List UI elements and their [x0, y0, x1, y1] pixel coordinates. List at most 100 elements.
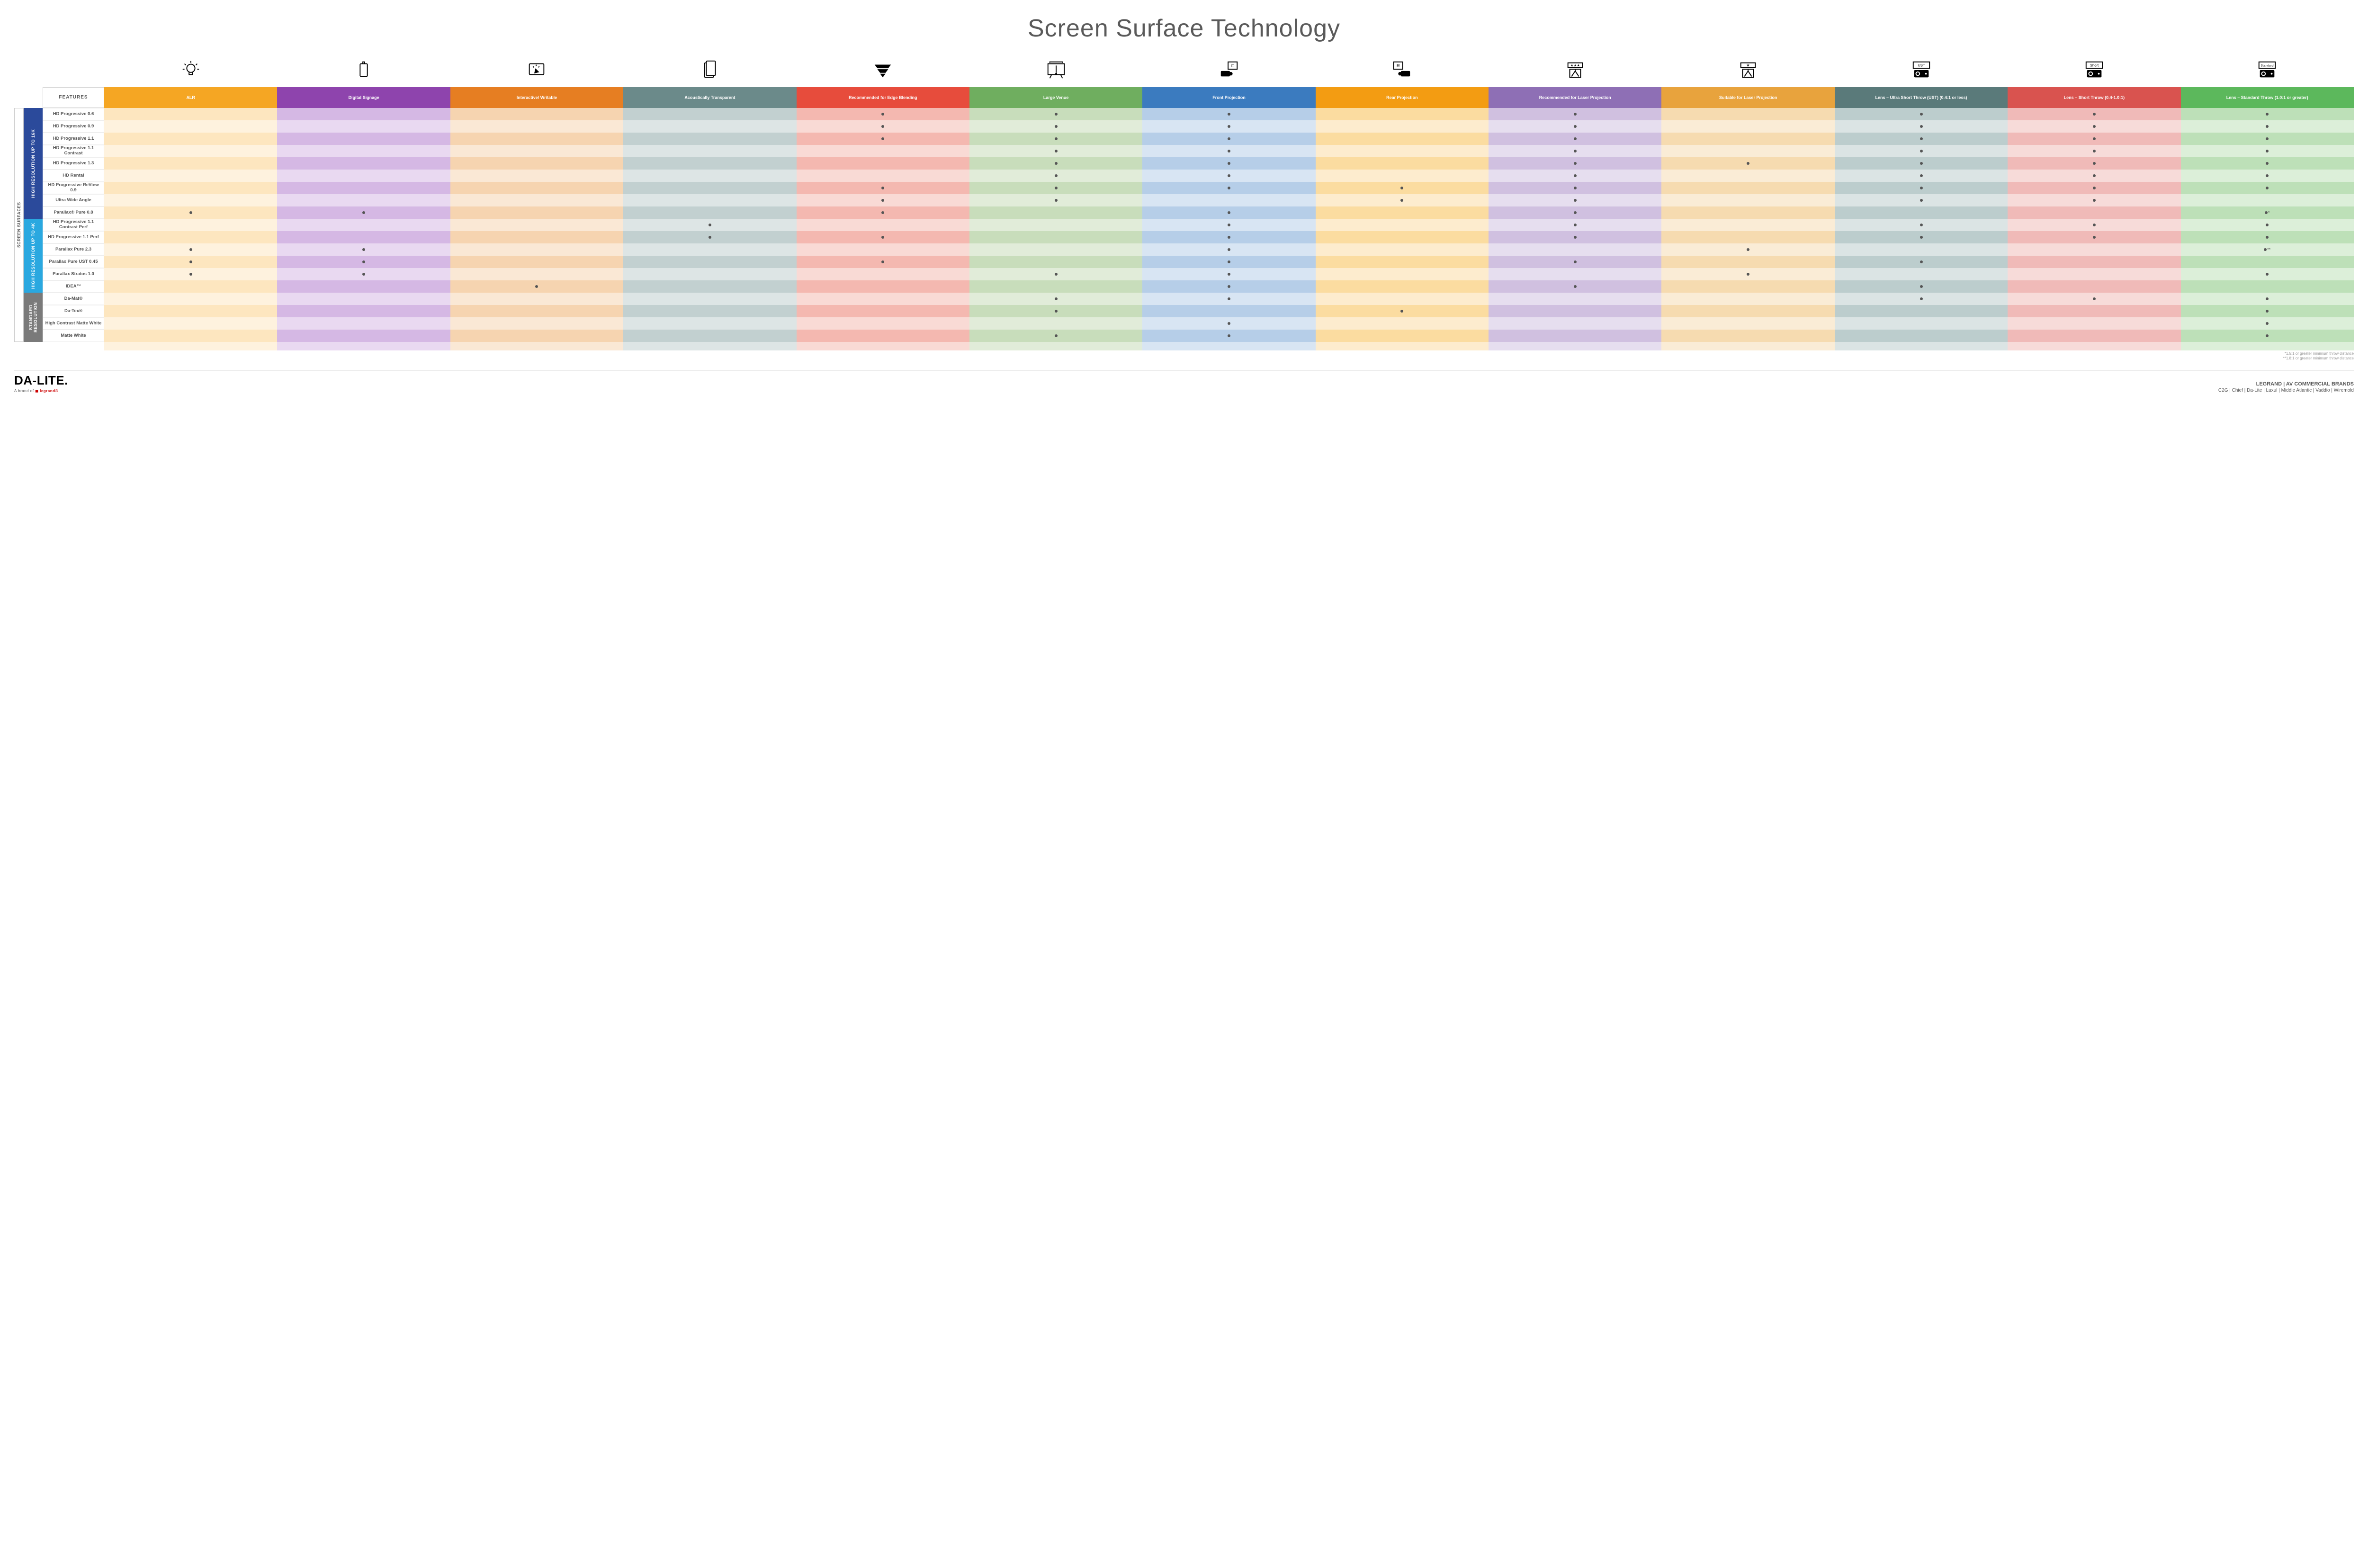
- cell: [969, 330, 1142, 342]
- cell: [2008, 256, 2180, 268]
- footer: DA-LITE. A brand of ◼ legrand® LEGRAND |…: [14, 370, 2354, 393]
- cell: [797, 206, 969, 219]
- cell: [450, 170, 623, 182]
- cell: [1835, 256, 2008, 268]
- row-label: IDEA™: [43, 280, 104, 293]
- cell: [623, 330, 796, 342]
- cell: [969, 231, 1142, 243]
- cell: [450, 268, 623, 280]
- cell: [277, 133, 450, 145]
- cell: [1489, 145, 1661, 157]
- cell: [277, 170, 450, 182]
- cell: [969, 182, 1142, 194]
- cell: [1316, 268, 1489, 280]
- cell: [104, 219, 277, 231]
- cell: [623, 305, 796, 317]
- cell: [797, 268, 969, 280]
- cell: [1661, 157, 1834, 170]
- cell: [1661, 194, 1834, 206]
- cell: [2181, 157, 2354, 170]
- cell: [450, 317, 623, 330]
- col-header-edge: Recommended for Edge Blending: [797, 87, 969, 108]
- cell: [1316, 305, 1489, 317]
- cell: [1489, 206, 1661, 219]
- cell: [1835, 120, 2008, 133]
- cell: [1489, 280, 1661, 293]
- cell: [797, 256, 969, 268]
- cell: [104, 268, 277, 280]
- cell: [2008, 293, 2180, 305]
- cell: [797, 145, 969, 157]
- cell: [1142, 305, 1315, 317]
- cell: [1142, 256, 1315, 268]
- cell: [623, 206, 796, 219]
- acous-icon: [623, 54, 796, 85]
- cell: [277, 305, 450, 317]
- cell: [2008, 182, 2180, 194]
- cell: [623, 280, 796, 293]
- cell: [2008, 194, 2180, 206]
- col-header-alr: ALR: [104, 87, 277, 108]
- cell: [797, 317, 969, 330]
- cell: [969, 256, 1142, 268]
- cell: [1661, 182, 1834, 194]
- cell: [1835, 268, 2008, 280]
- cell: [969, 243, 1142, 256]
- cell: [1316, 243, 1489, 256]
- col-header-ust: Lens – Ultra Short Throw (UST) (0.4:1 or…: [1835, 87, 2008, 108]
- cell: [1316, 256, 1489, 268]
- cell: [2181, 182, 2354, 194]
- cell: [277, 145, 450, 157]
- cell: [1489, 293, 1661, 305]
- svg-text:F: F: [1231, 63, 1234, 69]
- cell: [1489, 231, 1661, 243]
- svg-text:Short: Short: [2090, 63, 2099, 67]
- cell: [277, 206, 450, 219]
- cell: [623, 157, 796, 170]
- cell: [277, 243, 450, 256]
- cell: [2008, 206, 2180, 219]
- cell: [2008, 157, 2180, 170]
- col-header-acous: Acoustically Transparent: [623, 87, 796, 108]
- cell: [450, 305, 623, 317]
- cell: [277, 182, 450, 194]
- cell: [1835, 305, 2008, 317]
- cell: [1835, 330, 2008, 342]
- cell: [104, 108, 277, 120]
- cell: [450, 206, 623, 219]
- col-header-large: Large Venue: [969, 87, 1142, 108]
- cell: [1316, 206, 1489, 219]
- row-label: Da-Tex®: [43, 305, 104, 317]
- cell: [797, 330, 969, 342]
- cell: [797, 108, 969, 120]
- cell: [1489, 243, 1661, 256]
- cell: [1142, 194, 1315, 206]
- cell: [2008, 133, 2180, 145]
- cell: [104, 293, 277, 305]
- svg-text:Standard: Standard: [2261, 64, 2274, 67]
- cell: [2181, 317, 2354, 330]
- cell: [1835, 194, 2008, 206]
- cell: [1661, 170, 1834, 182]
- cell: [797, 120, 969, 133]
- row-label: Da-Mat®: [43, 293, 104, 305]
- cell: [450, 182, 623, 194]
- cell: [969, 108, 1142, 120]
- cell: [1142, 120, 1315, 133]
- row-label: HD Progressive 0.9: [43, 120, 104, 133]
- cell: [450, 120, 623, 133]
- cell: [277, 293, 450, 305]
- cell: [797, 219, 969, 231]
- row-label: Matte White: [43, 330, 104, 342]
- cell: [1142, 293, 1315, 305]
- cell: [1835, 206, 2008, 219]
- cell: [2181, 280, 2354, 293]
- side-label: SCREEN SURFACES: [14, 108, 24, 342]
- cell: [2181, 108, 2354, 120]
- cell: [1142, 317, 1315, 330]
- cell: [1489, 170, 1661, 182]
- cell: [450, 108, 623, 120]
- cell: [623, 268, 796, 280]
- cell: [1835, 157, 2008, 170]
- cell: [969, 206, 1142, 219]
